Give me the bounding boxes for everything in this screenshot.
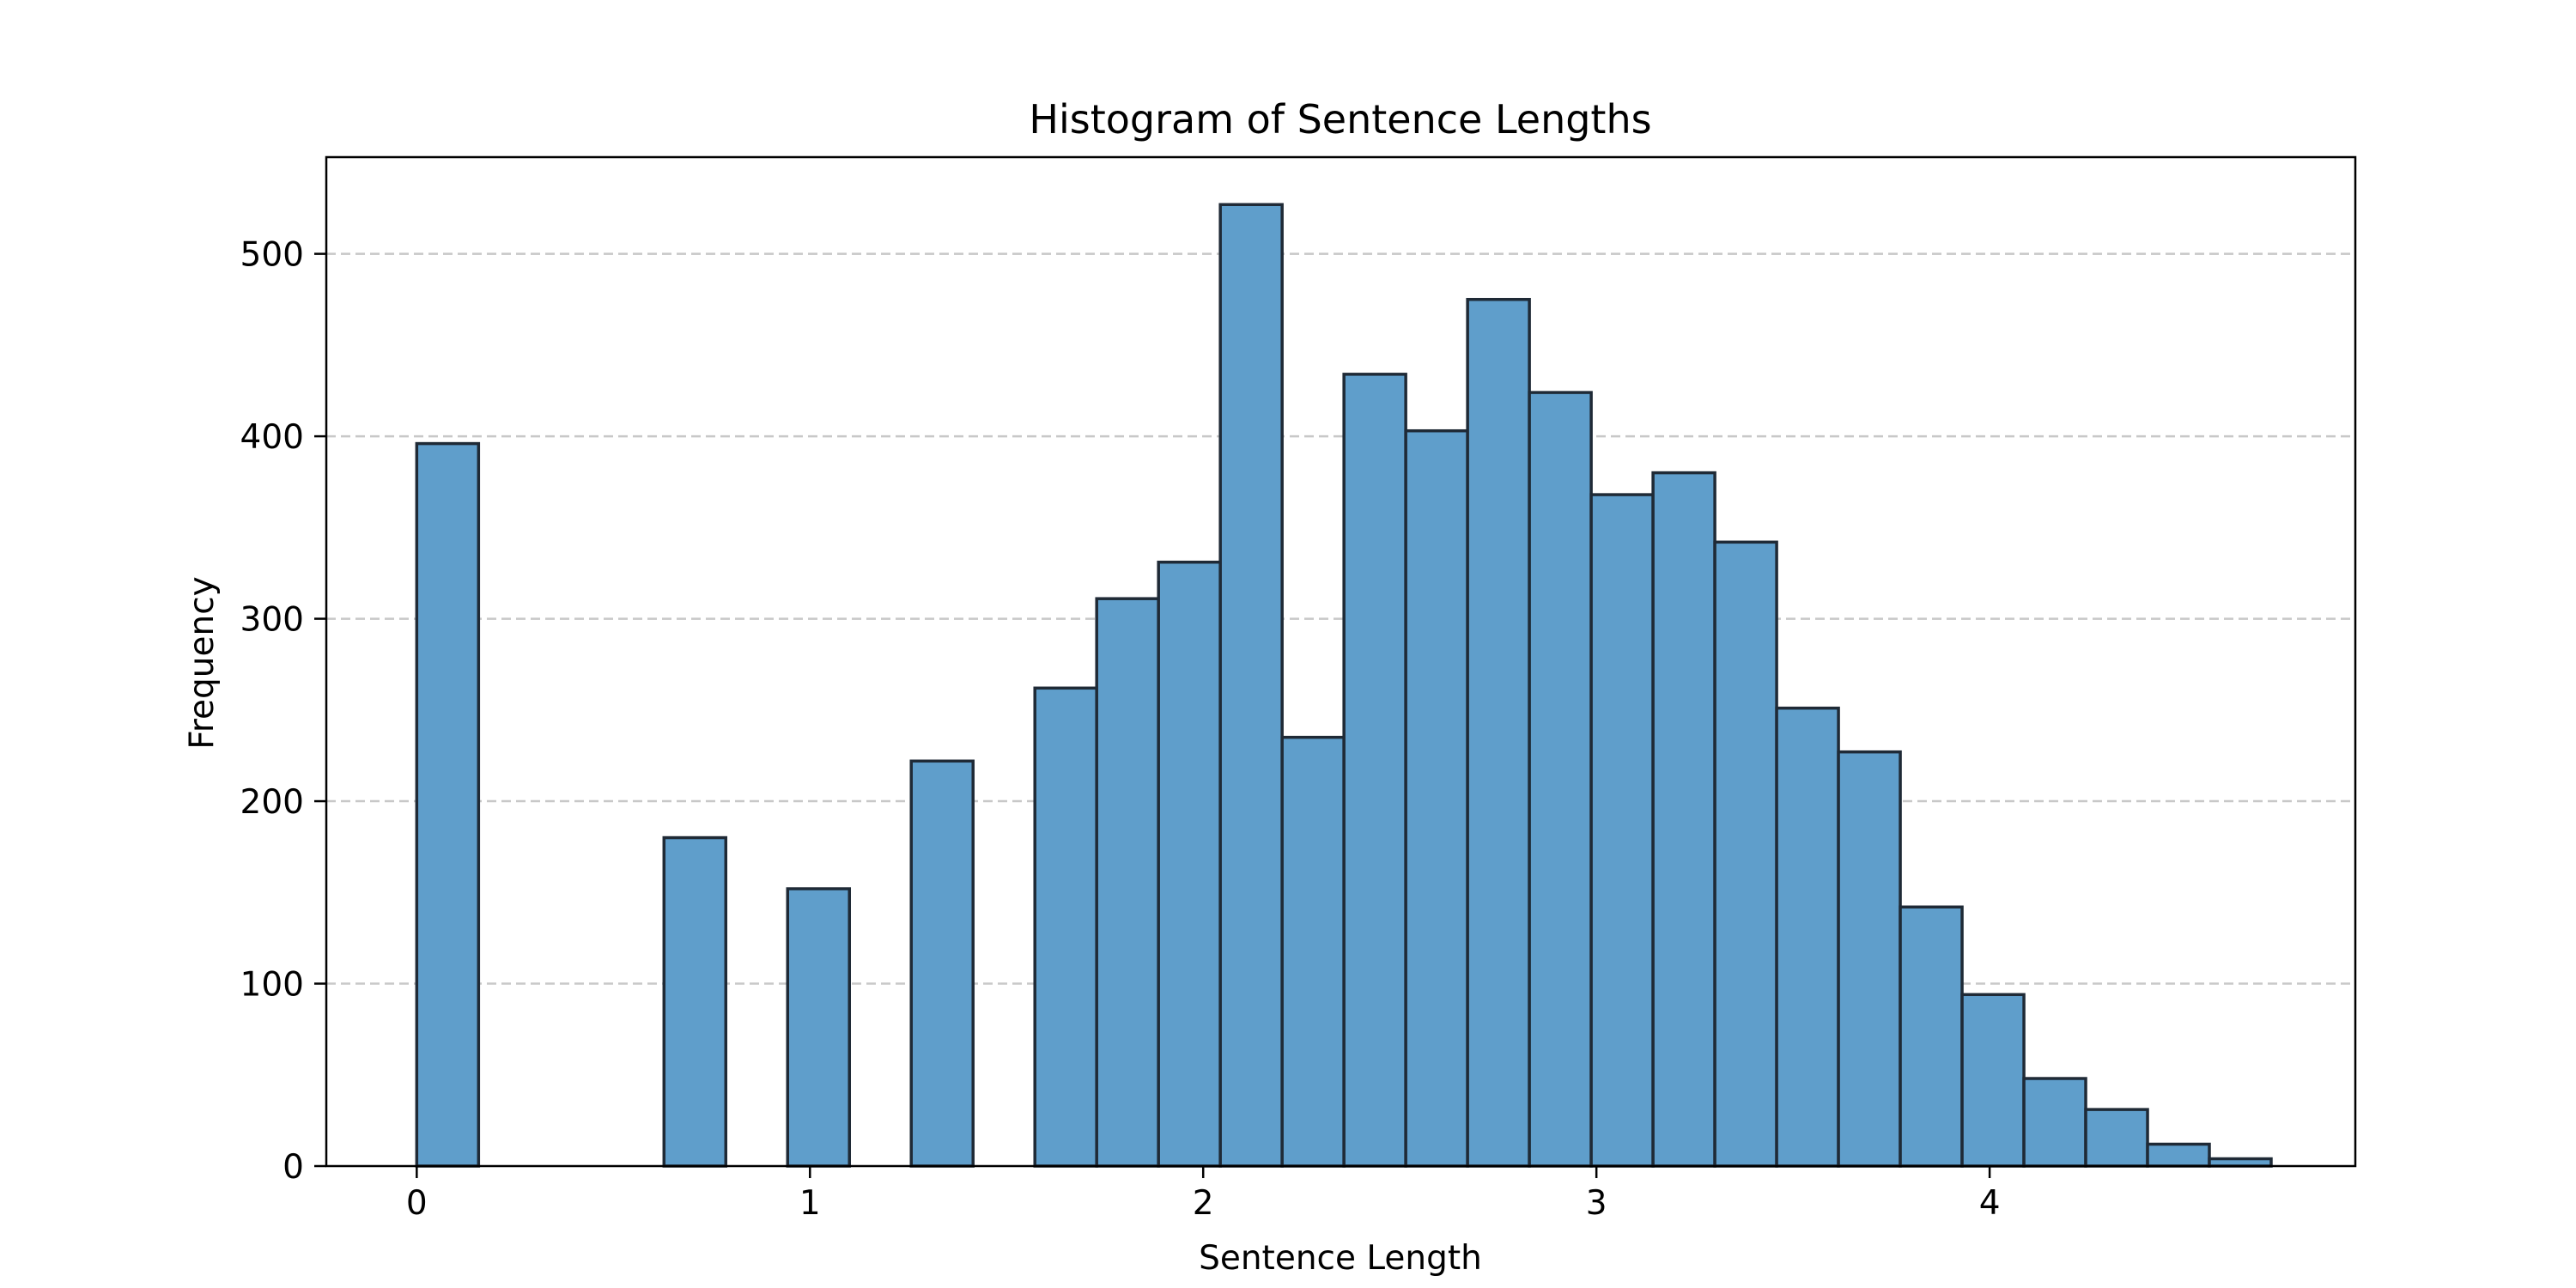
histogram-bar (1280, 735, 1346, 1168)
histogram-bar (1775, 706, 1840, 1168)
y-tick-label: 500 (240, 236, 304, 275)
chart-title: Histogram of Sentence Lengths (1029, 96, 1651, 143)
x-tick-label: 2 (1193, 1184, 1214, 1223)
x-tick-label: 4 (1979, 1184, 2001, 1223)
histogram-bar (1095, 597, 1160, 1168)
y-tick-label: 200 (240, 783, 304, 822)
histogram-bar (662, 835, 728, 1168)
x-tick-label: 0 (406, 1184, 428, 1223)
x-tick-label: 3 (1586, 1184, 1607, 1223)
histogram-bar (1466, 297, 1531, 1168)
y-tick-label: 100 (240, 966, 304, 1005)
histogram-bar (415, 441, 481, 1168)
x-tick-label: 1 (799, 1184, 821, 1223)
histogram-bar (1837, 750, 1902, 1168)
plot-frame (325, 155, 2357, 1168)
x-axis-ticks: 0 1 2 3 4 (406, 1166, 2001, 1223)
histogram-bar (909, 759, 975, 1168)
y-axis-label: Frequency (183, 576, 222, 749)
histogram-bar (1342, 373, 1407, 1168)
histogram-bar (1651, 471, 1716, 1168)
histogram-bar (786, 887, 852, 1168)
histogram-bar (1713, 540, 1778, 1168)
bars (415, 203, 2273, 1168)
histogram-bar (2022, 1077, 2087, 1168)
y-tick-label: 0 (283, 1148, 304, 1187)
histogram-bar (1033, 686, 1098, 1168)
histogram-bar (1218, 203, 1284, 1168)
y-axis-ticks: 0 100 200 300 400 500 (240, 236, 326, 1187)
x-axis-label: Sentence Length (1199, 1239, 1482, 1278)
histogram-bar (1899, 905, 1964, 1168)
y-tick-label: 400 (240, 418, 304, 457)
histogram-bar (1960, 993, 2026, 1168)
histogram-bar (1404, 428, 1469, 1168)
histogram-bar (1589, 493, 1655, 1168)
histogram-bar (1157, 560, 1222, 1168)
histogram-bar (2146, 1142, 2211, 1168)
histogram-bar (1528, 391, 1593, 1168)
histogram-bar (2084, 1108, 2149, 1168)
histogram-bar (2208, 1157, 2273, 1168)
y-tick-label: 300 (240, 601, 304, 640)
